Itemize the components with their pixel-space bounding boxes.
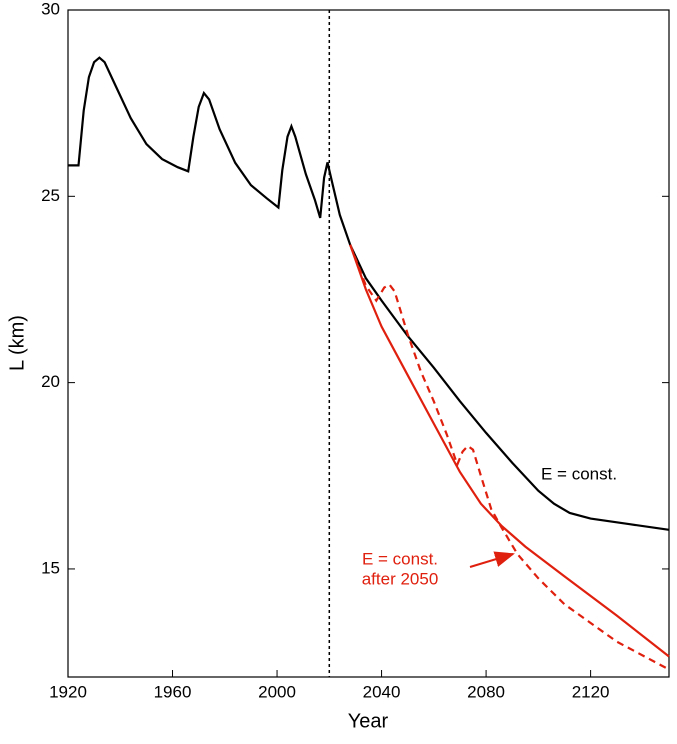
annotation: after 2050 bbox=[362, 569, 439, 588]
x-tick-label: 1920 bbox=[49, 682, 87, 701]
x-tick-label: 2120 bbox=[572, 682, 610, 701]
plot-frame bbox=[67, 9, 670, 678]
annotation: E = const. bbox=[541, 464, 617, 483]
y-tick-label: 15 bbox=[41, 558, 60, 577]
x-axis-label: Year bbox=[348, 710, 389, 732]
x-tick-label: 2040 bbox=[363, 682, 401, 701]
y-tick-label: 20 bbox=[41, 372, 60, 391]
x-tick-label: 2080 bbox=[467, 682, 505, 701]
y-tick-label: 30 bbox=[41, 0, 60, 18]
y-tick-label: 25 bbox=[41, 186, 60, 205]
annotation: E = const. bbox=[362, 549, 438, 568]
line bbox=[349, 244, 670, 671]
x-tick-label: 1960 bbox=[154, 682, 192, 701]
y-axis-label: L (km) bbox=[6, 315, 28, 371]
annotation-arrow bbox=[469, 551, 515, 568]
line bbox=[68, 56, 670, 531]
x-tick-label: 2000 bbox=[258, 682, 296, 701]
line bbox=[349, 244, 670, 658]
